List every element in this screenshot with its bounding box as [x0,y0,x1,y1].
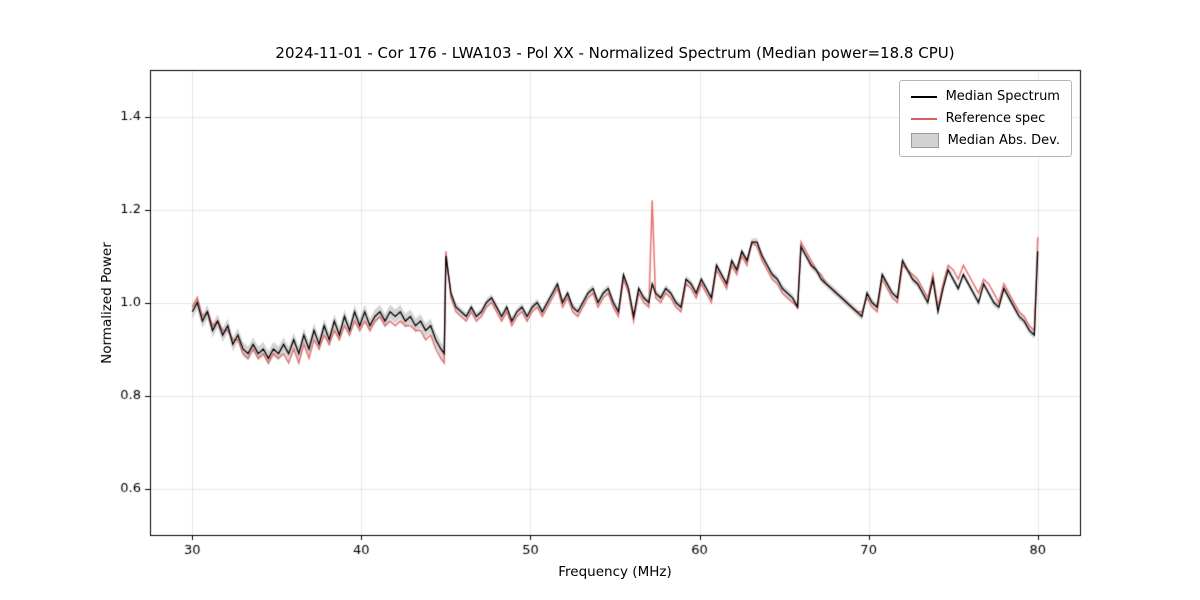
legend-label-reference-spec: Reference spec [945,111,1046,126]
legend-label-median-abs-dev: Median Abs. Dev. [947,133,1060,148]
legend-label-median-spectrum: Median Spectrum [945,89,1060,104]
x-axis-label: Frequency (MHz) [558,564,672,580]
legend: Median Spectrum Reference spec Median Ab… [898,80,1072,157]
legend-item-median-spectrum: Median Spectrum [910,89,1060,104]
reference-spec-line-swatch [910,117,937,120]
median-abs-dev-patch-swatch [910,133,939,148]
y-axis-label: Normalized Power [99,242,115,364]
legend-item-reference-spec: Reference spec [910,111,1060,126]
median-spectrum-line-swatch [910,95,937,98]
legend-item-median-abs-dev: Median Abs. Dev. [910,133,1060,148]
chart-title: 2024-11-01 - Cor 176 - LWA103 - Pol XX -… [275,44,955,62]
